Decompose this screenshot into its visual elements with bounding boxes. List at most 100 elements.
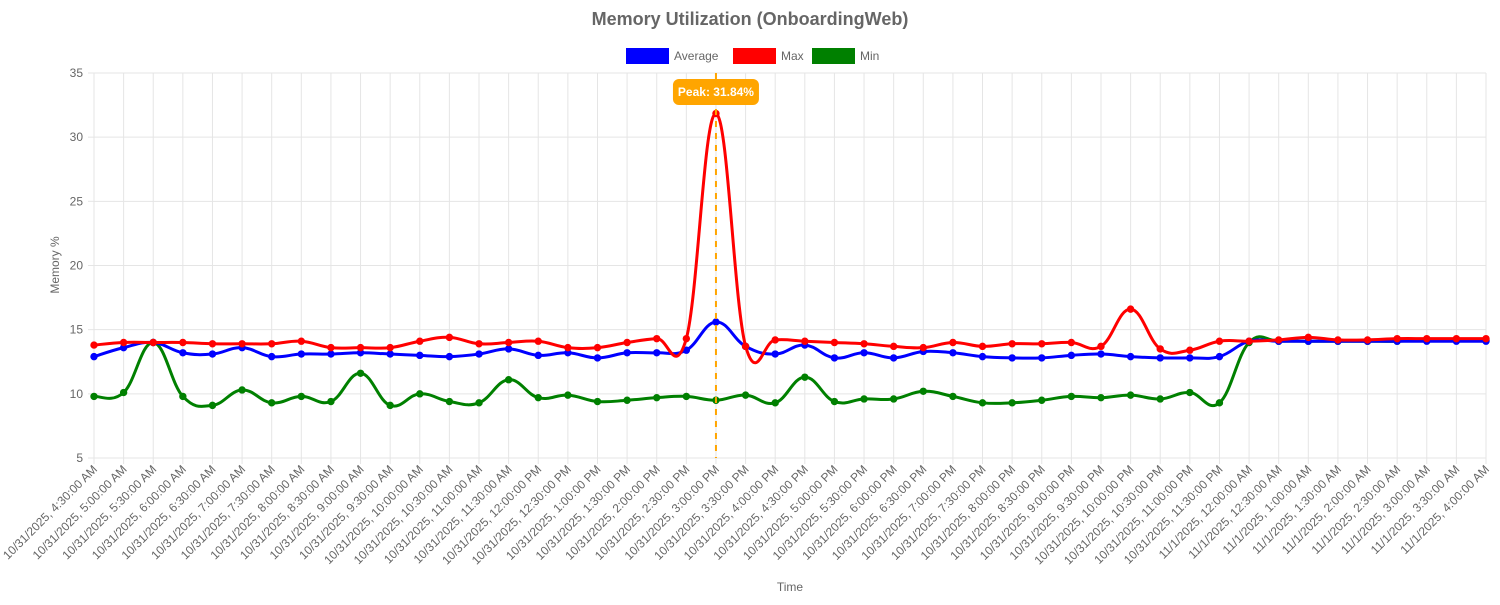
data-point [1097,393,1105,402]
data-point [1008,340,1016,348]
y-tick-label: 5 [76,451,83,465]
data-point [1215,352,1224,361]
y-axis-label: Memory % [48,236,62,294]
data-point [593,343,602,352]
data-point [889,395,898,403]
data-point [593,354,602,362]
data-point [534,393,542,402]
data-point [1274,336,1283,344]
data-point [119,388,128,397]
data-point [860,340,868,348]
data-point [1215,399,1224,407]
data-point [564,343,572,352]
data-point [1156,395,1164,403]
data-point [1038,396,1046,404]
data-point [889,354,898,362]
data-point [534,337,542,345]
data-point [949,338,957,347]
data-point [682,392,691,401]
data-point [653,349,661,357]
data-point [119,338,128,347]
data-point [1363,336,1372,344]
data-point [504,376,513,384]
data-point [416,351,424,360]
data-point [653,334,661,343]
data-point [1304,333,1312,342]
data-point [1067,392,1076,401]
legend: Average Max Min [626,48,879,64]
data-point [416,390,424,398]
data-point [919,387,927,395]
data-point [771,336,779,344]
data-point [386,350,394,358]
data-point [830,338,839,347]
legend-swatch [812,48,855,64]
data-point [386,401,394,410]
data-point [860,395,868,403]
data-point [445,333,454,342]
data-point [504,338,513,347]
data-point [1186,354,1194,362]
data-point [771,350,779,358]
data-point [949,349,957,357]
data-point [801,373,809,381]
legend-item-average: Average [626,48,719,64]
data-point [297,337,306,345]
data-point [1126,352,1135,361]
data-point [90,341,98,349]
data-point [1156,354,1164,362]
data-point [978,352,987,361]
series-max [90,109,1490,365]
data-point [830,397,839,406]
y-tick-label: 25 [70,194,84,208]
data-point [1038,340,1046,348]
legend-label: Average [674,49,719,63]
data-point [593,397,602,406]
data-point [327,397,335,406]
legend-label: Min [860,49,879,63]
data-point [238,340,246,348]
peak-label: Peak: 31.84% [678,85,754,99]
data-point [208,340,217,348]
data-point [949,392,957,401]
data-point [208,350,217,358]
legend-label: Max [781,49,804,63]
peak-annotation: Peak: 31.84% [672,73,759,458]
grid [93,72,1487,459]
data-point [475,350,483,358]
data-point [475,399,483,407]
data-point [327,350,335,358]
data-point [149,338,157,347]
data-point [445,352,454,361]
data-point [1097,350,1105,358]
plot-area [90,109,1490,410]
data-point [801,337,809,345]
data-point [1452,334,1461,343]
data-point [297,392,306,401]
y-tick-label: 35 [70,66,84,80]
data-point [90,352,98,361]
data-point [682,334,691,343]
data-point [1186,388,1194,397]
data-point [1008,399,1016,407]
data-point [179,338,187,347]
data-point [90,392,98,401]
data-point [712,318,720,326]
data-point [504,345,513,353]
peak-label-box [672,79,759,105]
data-point [1097,342,1105,351]
series-line-max [93,112,1486,365]
data-point [1067,351,1076,360]
data-point [653,393,661,402]
data-point [297,350,306,358]
data-point [268,399,276,407]
data-point [445,397,454,406]
data-point [268,352,276,361]
legend-item-max: Max [733,48,804,64]
data-point [268,340,276,348]
data-point [564,391,572,399]
data-point [356,369,365,377]
data-point [1186,346,1194,354]
y-axis: 5 10 15 20 25 30 35 [70,66,94,465]
data-point [238,386,246,394]
